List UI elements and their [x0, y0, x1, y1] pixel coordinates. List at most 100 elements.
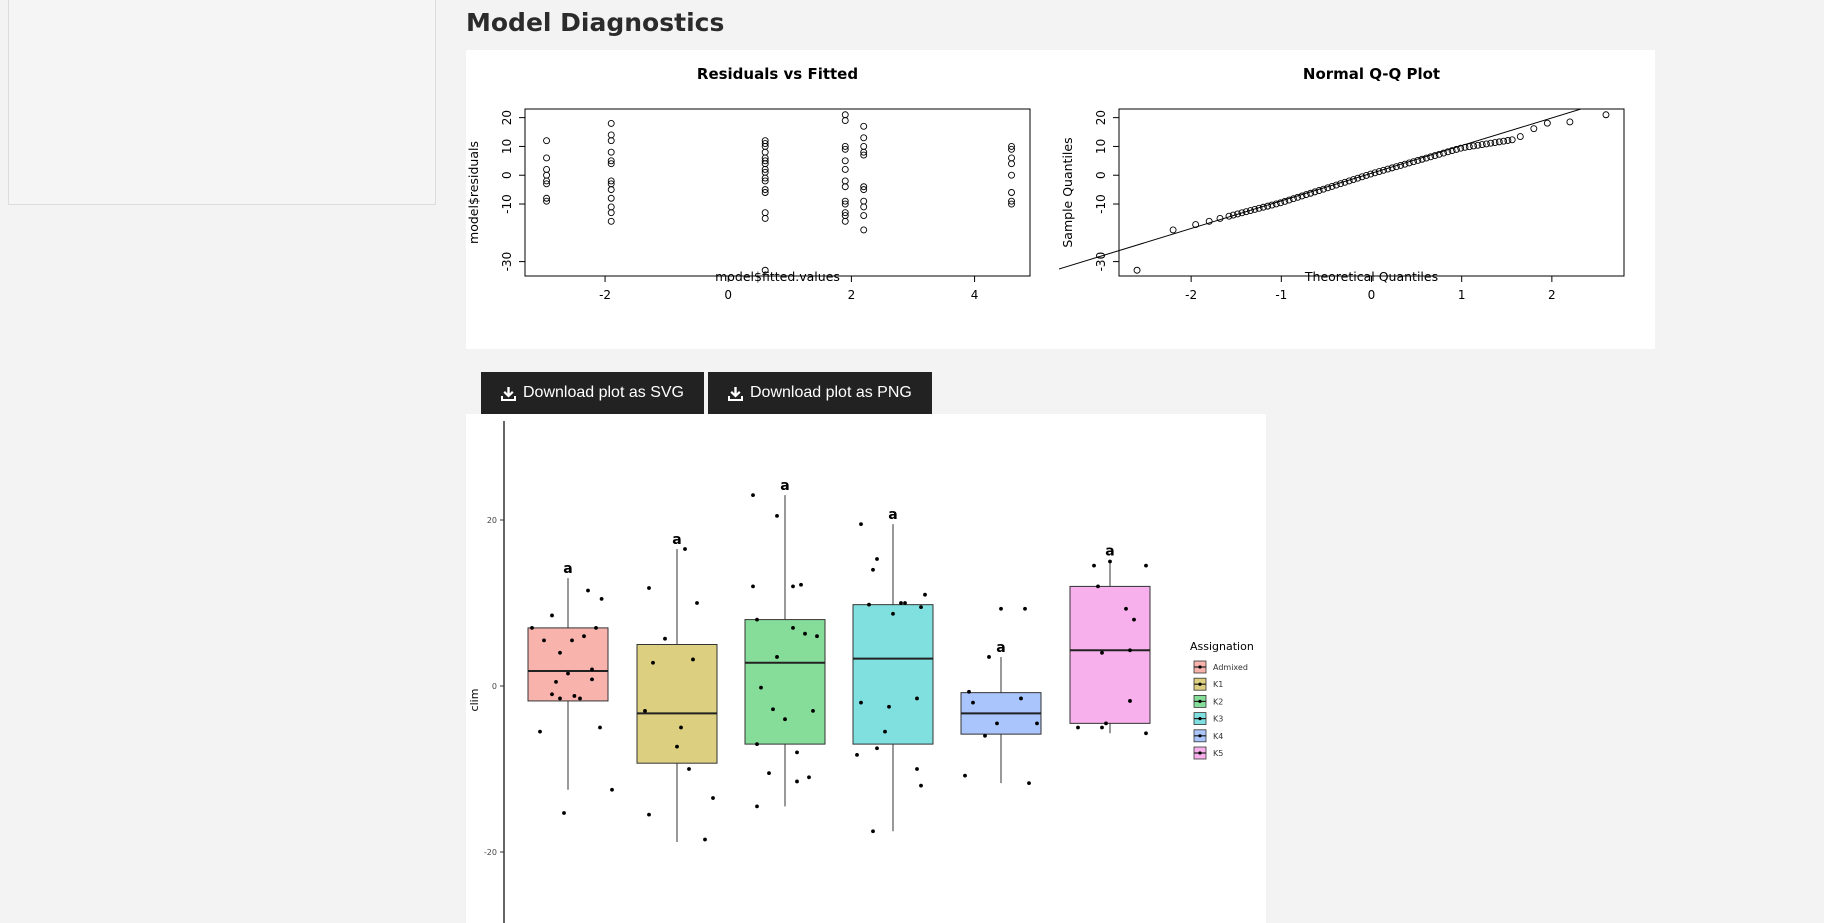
y-tick-label: -20 — [484, 848, 497, 857]
jitter-point — [803, 631, 807, 636]
residual-point — [761, 177, 769, 185]
residual-point — [761, 189, 769, 196]
jitter-point — [971, 700, 975, 705]
x-tick-label: 0 — [1368, 288, 1376, 302]
jitter-point — [1023, 606, 1027, 611]
qq-point — [1205, 217, 1213, 225]
residual-point — [761, 209, 769, 217]
legend-title: Assignation — [1190, 640, 1254, 653]
diagnostics-plot-panel: Residuals vs Fitted model$fitted.values mo… — [466, 50, 1655, 349]
jitter-point — [566, 671, 570, 676]
jitter-point — [791, 584, 795, 589]
download-svg-button[interactable]: Download plot as SVG — [481, 372, 704, 414]
qq-point — [1427, 153, 1435, 161]
qq-point — [1602, 111, 1610, 119]
qq-point — [1216, 215, 1224, 222]
qq-point — [1491, 139, 1499, 146]
qq-point — [1294, 193, 1302, 201]
residual-point — [860, 122, 868, 130]
qq-point — [1247, 207, 1254, 215]
residual-point — [761, 157, 769, 165]
qq-point — [1225, 212, 1233, 220]
jitter-point — [915, 696, 919, 701]
jitter-point — [755, 617, 759, 622]
download-svg-label: Download plot as SVG — [523, 384, 684, 401]
qq-point — [1470, 142, 1478, 150]
residual-point — [841, 197, 849, 205]
jitter-point — [767, 771, 771, 776]
plot-frame — [524, 108, 1031, 277]
qq-point — [1362, 171, 1370, 179]
qq-point — [1516, 133, 1524, 141]
qq-point — [1349, 176, 1357, 184]
y-tick-label: 20 — [1094, 110, 1108, 125]
download-png-button[interactable]: Download plot as PNG — [707, 372, 932, 414]
jitter-point — [775, 655, 779, 659]
legend-swatch-point — [1198, 734, 1202, 738]
qq-point — [1465, 143, 1473, 151]
residual-point — [543, 154, 551, 162]
legend-swatch-point — [1198, 717, 1202, 721]
residual-point — [607, 157, 615, 165]
x-tick-label: -1 — [1275, 288, 1287, 302]
legend-key — [1193, 746, 1207, 760]
jitter-point — [867, 602, 871, 607]
x-tick-label: 1 — [1458, 288, 1466, 302]
qq-point — [1474, 141, 1482, 149]
residual-point — [607, 119, 615, 127]
qq-point — [1311, 188, 1319, 196]
jitter-point — [1128, 699, 1132, 703]
box-admixed — [527, 627, 609, 702]
jitter-point — [795, 779, 799, 784]
residual-point — [543, 194, 551, 202]
box-k5 — [1069, 585, 1151, 724]
residual-point — [1008, 200, 1015, 208]
download-toolbar: Download plot as SVG Download plot as PN… — [481, 372, 932, 414]
qq-point — [1242, 208, 1250, 216]
qq-point — [1482, 140, 1490, 148]
qq-reference-line — [1059, 109, 1583, 270]
qq-point — [1234, 210, 1242, 218]
qq-point — [1367, 170, 1375, 178]
qq-point — [1264, 202, 1272, 210]
jitter-point — [755, 804, 759, 809]
jitter-point — [871, 567, 875, 572]
jitter-point — [807, 775, 811, 780]
qq-point — [1431, 152, 1439, 160]
qq-point — [1251, 206, 1259, 213]
residual-point — [761, 140, 769, 148]
residual-point — [607, 203, 615, 211]
boxplot-panel: 20 0 -20 clim a a a a a a Assignation Admixed K1 K2 K3… — [466, 414, 1266, 923]
qq-point — [1229, 211, 1237, 219]
qq-point — [1504, 137, 1512, 144]
residual-point — [860, 148, 868, 156]
qq-point — [1388, 164, 1396, 172]
qq-point — [1495, 138, 1503, 146]
qq-point — [1543, 119, 1551, 127]
qq-point — [1452, 145, 1460, 153]
qq-point — [1457, 144, 1465, 152]
y-tick-label: -10 — [500, 194, 514, 214]
plot-frame — [1118, 108, 1625, 277]
residual-point — [860, 212, 868, 219]
legend-swatch-point — [1198, 665, 1202, 669]
qq-point — [1508, 136, 1516, 144]
jitter-point — [1100, 725, 1104, 730]
jitter-point — [1104, 721, 1108, 726]
qq-point — [1272, 200, 1280, 208]
qq-point — [1375, 168, 1383, 176]
jitter-point — [919, 783, 923, 788]
residual-point — [543, 177, 551, 185]
y-tick-label: 20 — [500, 110, 514, 125]
qq-point — [1277, 199, 1284, 207]
jitter-point — [687, 767, 691, 771]
residual-point — [761, 266, 769, 274]
jitter-point — [963, 773, 967, 778]
residual-point — [543, 197, 551, 205]
legend-swatch-point — [1198, 699, 1202, 703]
jitter-point — [799, 582, 803, 587]
residual-point — [841, 217, 849, 225]
jitter-point — [923, 592, 927, 597]
qq-point — [1192, 221, 1200, 228]
residual-point — [860, 203, 868, 211]
